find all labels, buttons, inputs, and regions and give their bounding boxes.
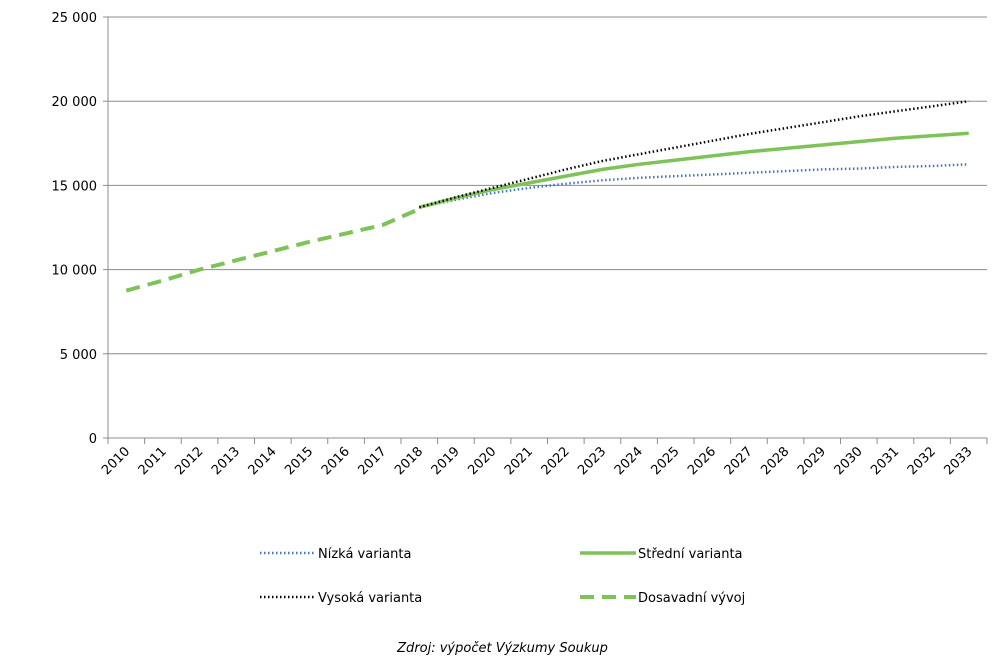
x-tick-label: 2021	[502, 444, 536, 478]
x-tick-label: 2016	[319, 444, 353, 478]
legend-label: Dosavadní vývoj	[638, 591, 745, 606]
x-tick-label: 2026	[685, 444, 719, 478]
y-tick-label: 10 000	[52, 264, 98, 279]
y-tick-labels: 0 5 000 10 000 15 000 20 000 25 000	[52, 11, 108, 447]
x-tick-label: 2017	[356, 444, 390, 478]
y-tick-label: 0	[89, 432, 97, 447]
x-tick-label: 2011	[136, 444, 170, 478]
x-tick-label: 2019	[429, 444, 463, 478]
x-tick-label: 2032	[905, 444, 939, 478]
x-tick-label: 2023	[575, 444, 609, 478]
series-line-1	[419, 163, 969, 209]
x-tick-label: 2014	[246, 444, 280, 478]
y-tick-label: 15 000	[52, 179, 98, 194]
x-tick-label: 2027	[722, 444, 756, 478]
x-tick-label: 2030	[832, 444, 866, 478]
x-tick-label: 2024	[612, 444, 646, 478]
x-tick-label: 2031	[868, 444, 902, 478]
gridlines	[108, 16, 987, 355]
x-tick-label: 2020	[465, 444, 499, 478]
series-lines	[125, 99, 969, 293]
series-line-3	[418, 99, 969, 209]
legend-label: Nízká varianta	[318, 547, 411, 562]
legend-item: Nízká varianta	[260, 547, 411, 562]
x-tick-labels: 2010 2011 2012 2013 2014 2015 2016 2017 2018 2019…	[99, 438, 988, 478]
x-tick-label: 2022	[539, 444, 573, 478]
legend: Nízká varianta Střední varianta Vysoká var…	[260, 547, 745, 606]
x-tick-label: 2028	[758, 444, 792, 478]
source-note: Zdroj: výpočet Výzkumy Soukup	[397, 641, 608, 656]
legend-item: Dosavadní vývoj	[580, 591, 745, 606]
y-tick-label: 5 000	[60, 348, 97, 363]
y-tick-label: 25 000	[52, 11, 98, 26]
legend-item: Vysoká varianta	[260, 591, 422, 606]
x-tick-label: 2010	[99, 444, 133, 478]
series-line-2	[418, 131, 969, 209]
legend-label: Vysoká varianta	[318, 591, 422, 606]
legend-label: Střední varianta	[638, 547, 743, 562]
x-tick-label: 2018	[392, 444, 426, 478]
axes	[107, 17, 987, 439]
legend-item: Střední varianta	[580, 547, 743, 562]
x-tick-label: 2013	[209, 444, 243, 478]
y-tick-label: 20 000	[52, 95, 98, 110]
x-tick-label: 2029	[795, 444, 829, 478]
x-tick-label: 2012	[172, 444, 206, 478]
x-tick-label: 2015	[282, 444, 316, 478]
x-tick-label: 2033	[942, 444, 976, 478]
series-line-4	[125, 207, 421, 293]
x-tick-label: 2025	[649, 444, 683, 478]
